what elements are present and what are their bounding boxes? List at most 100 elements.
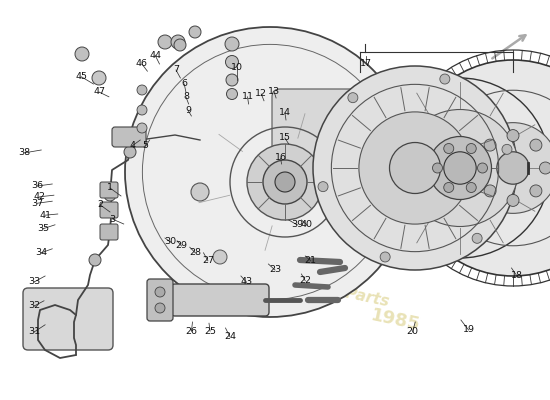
Text: 16: 16 [274, 154, 287, 162]
Text: 46: 46 [136, 60, 148, 68]
Circle shape [104, 189, 116, 201]
Text: 41: 41 [39, 211, 51, 220]
Text: 21: 21 [305, 256, 317, 265]
Circle shape [530, 185, 542, 197]
Text: 6: 6 [182, 80, 187, 88]
Circle shape [348, 93, 358, 103]
Circle shape [466, 182, 476, 192]
Circle shape [380, 252, 390, 262]
Text: 4: 4 [129, 142, 135, 150]
Circle shape [263, 160, 307, 204]
Text: 38: 38 [19, 148, 31, 157]
Text: 14: 14 [279, 108, 291, 117]
Text: 1: 1 [107, 184, 113, 192]
Circle shape [227, 88, 238, 100]
Circle shape [390, 110, 404, 124]
Circle shape [466, 144, 476, 154]
Text: 47: 47 [93, 88, 105, 96]
Text: 7: 7 [173, 66, 179, 74]
Circle shape [171, 35, 185, 49]
Circle shape [440, 74, 450, 84]
Text: 36: 36 [31, 182, 43, 190]
Text: 20: 20 [406, 328, 419, 336]
Circle shape [402, 110, 519, 226]
Circle shape [472, 233, 482, 243]
Circle shape [393, 175, 417, 199]
Text: 34: 34 [35, 248, 47, 257]
Circle shape [92, 71, 106, 85]
FancyBboxPatch shape [171, 284, 269, 316]
Text: 19: 19 [463, 326, 475, 334]
Circle shape [497, 152, 529, 184]
Circle shape [137, 123, 147, 133]
Circle shape [124, 146, 136, 158]
Circle shape [502, 144, 512, 154]
Circle shape [389, 142, 441, 194]
Text: 42: 42 [34, 192, 46, 201]
Circle shape [475, 162, 487, 174]
Circle shape [137, 85, 147, 95]
Circle shape [477, 163, 487, 173]
Text: 12: 12 [255, 90, 267, 98]
Circle shape [484, 185, 496, 197]
Text: 31: 31 [28, 328, 40, 336]
Text: 24: 24 [224, 332, 236, 341]
Circle shape [444, 144, 454, 154]
Circle shape [155, 303, 165, 313]
Text: 26: 26 [185, 327, 197, 336]
Circle shape [137, 105, 147, 115]
Circle shape [247, 144, 323, 220]
Circle shape [155, 287, 165, 297]
Circle shape [225, 37, 239, 51]
Circle shape [405, 60, 550, 276]
Text: 27: 27 [202, 256, 214, 265]
Text: 35: 35 [37, 224, 49, 233]
Text: 29: 29 [175, 242, 188, 250]
Text: 15: 15 [279, 134, 291, 142]
Text: 30: 30 [164, 238, 177, 246]
Text: 18: 18 [511, 272, 523, 280]
Circle shape [75, 47, 89, 61]
Circle shape [507, 194, 519, 206]
Text: 17: 17 [360, 60, 372, 68]
Circle shape [313, 66, 517, 270]
Circle shape [226, 56, 239, 68]
Text: 11: 11 [241, 92, 254, 101]
Circle shape [484, 139, 496, 151]
Circle shape [158, 35, 172, 49]
FancyBboxPatch shape [147, 279, 173, 321]
Text: 23: 23 [269, 266, 281, 274]
Text: 32: 32 [28, 302, 40, 310]
Circle shape [540, 162, 550, 174]
FancyBboxPatch shape [100, 224, 118, 240]
Circle shape [226, 74, 238, 86]
Text: 9: 9 [185, 106, 191, 115]
Circle shape [507, 130, 519, 142]
Circle shape [444, 182, 454, 192]
Text: 13: 13 [268, 87, 280, 96]
Text: 37: 37 [31, 199, 43, 208]
FancyBboxPatch shape [328, 170, 360, 184]
Circle shape [370, 78, 550, 258]
Text: 10: 10 [230, 63, 243, 72]
Ellipse shape [213, 250, 227, 264]
Text: 33: 33 [28, 278, 40, 286]
Circle shape [432, 163, 443, 173]
Text: ETGS: ETGS [289, 90, 531, 170]
FancyBboxPatch shape [100, 182, 118, 198]
Circle shape [189, 26, 201, 38]
Text: 5: 5 [143, 142, 148, 150]
Circle shape [89, 254, 101, 266]
Text: 45: 45 [75, 72, 87, 81]
Circle shape [125, 27, 415, 317]
Ellipse shape [191, 183, 209, 201]
Text: 28: 28 [189, 248, 201, 257]
FancyBboxPatch shape [100, 202, 118, 218]
Text: 44: 44 [149, 51, 161, 60]
FancyBboxPatch shape [272, 89, 368, 160]
Circle shape [444, 152, 476, 184]
Text: 39: 39 [291, 220, 303, 229]
Text: 25: 25 [204, 327, 216, 336]
FancyBboxPatch shape [112, 127, 146, 147]
Circle shape [174, 39, 186, 51]
